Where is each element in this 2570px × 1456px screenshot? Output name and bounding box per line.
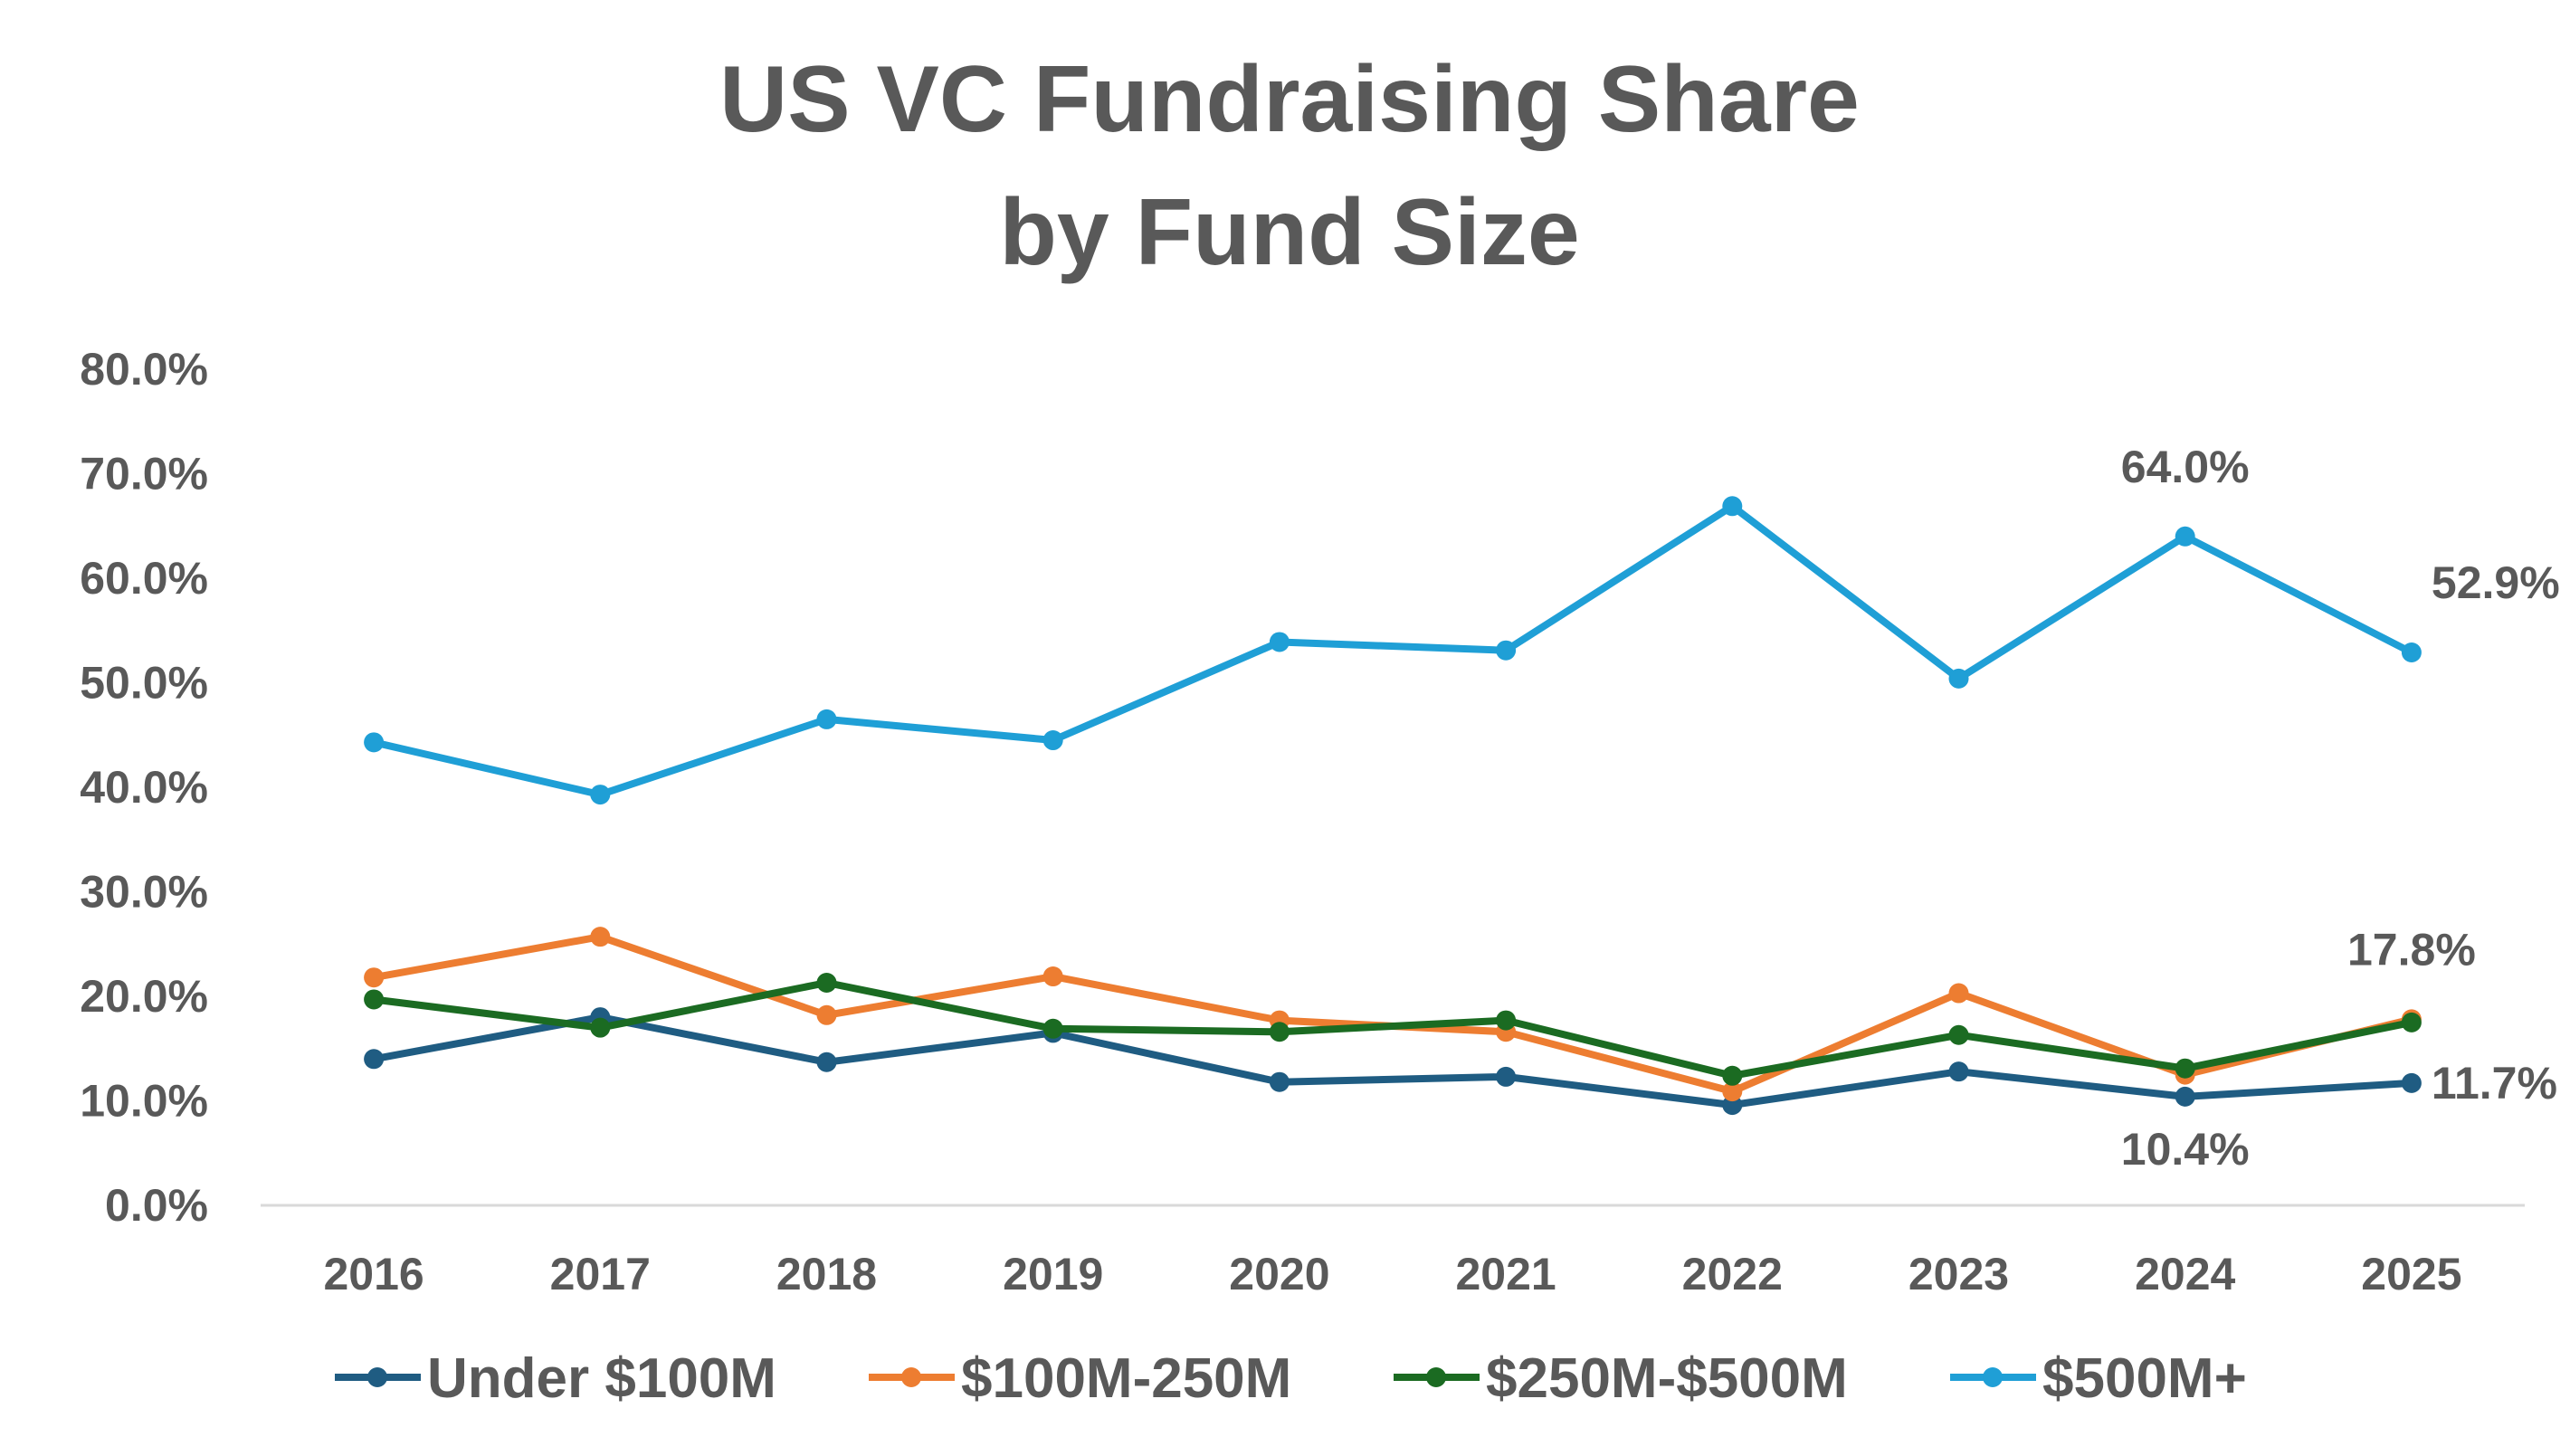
x-tick-label: 2019: [1003, 1249, 1103, 1299]
x-axis: 2016 2017 2018 2019 2020 2021 2022 2023 2024 2025: [261, 1204, 2525, 1299]
y-tick-label: 70.0%: [80, 449, 208, 500]
data-point: [2401, 642, 2422, 663]
data-labels: 64.0% 52.9% 17.8% 10.4% 11.7%: [2121, 442, 2560, 1175]
y-tick-label: 60.0%: [80, 553, 208, 604]
data-point: [1496, 1010, 1517, 1031]
series-layer: [364, 496, 2422, 1116]
data-point: [1269, 632, 1290, 652]
data-point: [1722, 1065, 1743, 1086]
series-line: [370, 1013, 2415, 1109]
y-tick-label: 30.0%: [80, 867, 208, 918]
legend-marker: [367, 1367, 387, 1387]
x-tick-label: 2024: [2135, 1249, 2235, 1299]
data-point: [1948, 1061, 1969, 1082]
legend-label: $500M+: [2042, 1347, 2247, 1410]
x-tick-label: 2016: [323, 1249, 424, 1299]
x-tick-label: 2022: [1682, 1249, 1783, 1299]
data-point: [1496, 640, 1517, 661]
data-label: 17.8%: [2347, 924, 2476, 975]
data-point: [364, 967, 385, 988]
data-label: 10.4%: [2121, 1124, 2250, 1175]
data-point: [2175, 1058, 2195, 1079]
y-tick-label: 10.0%: [80, 1076, 208, 1127]
y-axis: 0.0% 10.0% 20.0% 30.0% 40.0% 50.0% 60.0% 70.0% 8…: [80, 344, 208, 1231]
series-line: [370, 979, 2415, 1080]
legend-marker: [901, 1367, 921, 1387]
y-tick-label: 80.0%: [80, 344, 208, 395]
legend-item: $100M-250M: [869, 1347, 1291, 1410]
data-point: [816, 709, 837, 729]
x-tick-label: 2020: [1229, 1249, 1329, 1299]
data-label: 11.7%: [2432, 1058, 2557, 1109]
data-point: [1948, 983, 1969, 1004]
data-point: [816, 972, 837, 993]
data-point: [364, 989, 385, 1010]
data-point: [590, 1017, 611, 1038]
legend-label: Under $100M: [427, 1347, 776, 1410]
data-point: [1496, 1066, 1517, 1087]
legend: Under $100M $100M-250M $250M-$500M $500M+: [335, 1347, 2247, 1410]
series-2: [364, 972, 2422, 1086]
legend-label: $100M-250M: [961, 1347, 1291, 1410]
data-point: [2401, 1072, 2422, 1093]
legend-marker: [1983, 1367, 2003, 1387]
x-tick-label: 2025: [2361, 1249, 2461, 1299]
data-point: [1722, 496, 1743, 517]
data-point: [1042, 1018, 1063, 1039]
y-tick-label: 0.0%: [105, 1180, 208, 1231]
data-point: [590, 927, 611, 947]
data-point: [1948, 1024, 1969, 1045]
legend-label: $250M-$500M: [1486, 1347, 1848, 1410]
x-tick-label: 2018: [776, 1249, 877, 1299]
data-point: [1042, 966, 1063, 987]
data-label: 52.9%: [2432, 557, 2560, 608]
chart-title-line-2: by Fund Size: [999, 180, 1579, 285]
x-tick-label: 2021: [1455, 1249, 1556, 1299]
data-point: [1722, 1081, 1743, 1102]
data-point: [816, 1004, 837, 1025]
data-point: [364, 732, 385, 753]
data-point: [2175, 1086, 2195, 1107]
data-point: [1269, 1071, 1290, 1092]
data-point: [2401, 1012, 2422, 1033]
y-tick-label: 40.0%: [80, 762, 208, 813]
x-tick-label: 2017: [550, 1249, 651, 1299]
chart-title-line-1: US VC Fundraising Share: [719, 47, 1860, 152]
legend-item: Under $100M: [335, 1347, 776, 1410]
data-point: [590, 785, 611, 805]
x-tick-label: 2023: [1908, 1249, 2009, 1299]
data-point: [364, 1049, 385, 1070]
data-point: [2175, 526, 2195, 547]
series-line: [370, 502, 2415, 799]
data-point: [1269, 1022, 1290, 1042]
y-tick-label: 20.0%: [80, 971, 208, 1022]
legend-marker: [1426, 1367, 1446, 1387]
data-point: [1042, 730, 1063, 751]
data-point: [816, 1052, 837, 1072]
data-label: 64.0%: [2121, 442, 2250, 492]
legend-item: $500M+: [1950, 1347, 2247, 1410]
y-tick-label: 50.0%: [80, 658, 208, 709]
legend-item: $250M-$500M: [1394, 1347, 1848, 1410]
series-3: [364, 496, 2422, 805]
data-point: [1948, 668, 1969, 689]
